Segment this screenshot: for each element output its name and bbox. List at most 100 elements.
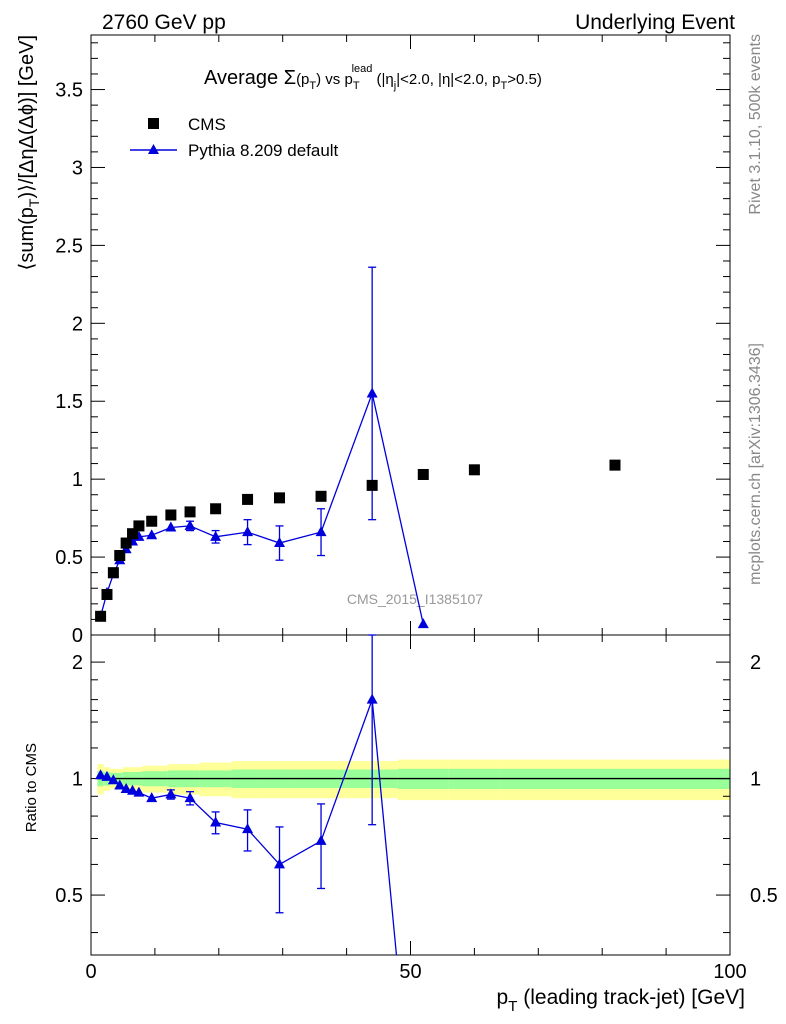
- legend: CMS Pythia 8.209 default: [130, 115, 339, 160]
- x-tick-label: 50: [399, 961, 421, 983]
- y-tick-label: 0: [72, 625, 83, 647]
- header-left: 2760 GeV pp: [102, 11, 226, 34]
- cms-marker: [609, 459, 621, 471]
- pythia-marker: [165, 521, 177, 532]
- y-tick-label: 1: [72, 469, 83, 491]
- cms-marker: [210, 503, 222, 515]
- ratio-marker: [114, 779, 126, 790]
- legend-label-cms: CMS: [188, 115, 226, 134]
- ratio-axis-ticks: 0.5 0.5 1 1 2 2 0 50 100: [55, 635, 778, 983]
- title-part: Σ: [284, 67, 296, 89]
- ratio-marker: [120, 782, 132, 793]
- ratio-marker: [165, 788, 177, 799]
- ratio-marker: [101, 770, 113, 781]
- ratio-marker: [127, 784, 139, 795]
- ratio-marker: [184, 792, 196, 803]
- ratio-y-tick-label-right: 1: [750, 769, 761, 791]
- title-part: T: [309, 80, 316, 92]
- y-axis-label: ⟨sum(pT)⟩/[ΔηΔ(Δϕ)] [GeV]: [16, 35, 42, 270]
- title-part: T: [501, 80, 508, 92]
- ratio-marker: [366, 693, 378, 704]
- analysis-watermark: CMS_2015_I1385107: [347, 591, 483, 607]
- ylabel-part: ⟨sum(p: [16, 207, 38, 270]
- y-tick-label: 2.5: [55, 235, 83, 257]
- cms-marker: [417, 468, 429, 480]
- title-part: >0.5): [507, 71, 542, 88]
- legend-marker-cms: [148, 118, 159, 129]
- y-tick-label: 3: [72, 157, 83, 179]
- pythia-marker: [366, 387, 378, 398]
- pythia-line: [99, 391, 424, 625]
- pythia-marker: [417, 618, 429, 629]
- chart-title: Average Σ(pT) vs pTlead (|ηj|<2.0, |η|<2…: [204, 63, 542, 92]
- pythia-marker: [146, 529, 158, 540]
- rivet-label: Rivet 3.1.10, 500k events: [747, 34, 764, 215]
- title-part: T: [353, 80, 360, 92]
- ratio-data: [95, 634, 398, 956]
- x-tick-label: 0: [85, 961, 96, 983]
- title-part: |<2.0, |η|<2.0, p: [396, 71, 500, 88]
- cms-marker: [315, 490, 327, 502]
- main-data: [95, 266, 621, 629]
- xlabel-part: (leading track-jet) [GeV]: [517, 986, 745, 1009]
- main-axis-ticks: 0 0.5 1 1.5 2 2.5 3 3.5: [55, 35, 731, 647]
- ratio-y-tick-label: 0.5: [55, 885, 83, 907]
- cms-marker: [114, 550, 126, 562]
- cms-marker: [120, 537, 132, 549]
- title-part: (p: [296, 71, 309, 88]
- title-part: (|η: [372, 71, 393, 88]
- title-part: lead: [352, 63, 373, 75]
- title-part: j: [393, 80, 396, 92]
- cms-marker: [127, 528, 139, 540]
- pythia-marker: [315, 526, 327, 537]
- ylabel-part: )⟩/[ΔηΔ(Δϕ)] [GeV]: [16, 35, 38, 199]
- ratio-band-group: [97, 759, 730, 801]
- pythia-marker: [210, 530, 222, 541]
- ylabel-part: T: [26, 198, 42, 207]
- ratio-marker: [315, 834, 327, 845]
- cms-marker: [95, 610, 107, 622]
- y-tick-label: 0.5: [55, 547, 83, 569]
- cms-marker: [468, 464, 480, 476]
- x-tick-label: 100: [713, 961, 746, 983]
- ratio-y-tick-label-right: 2: [750, 652, 761, 674]
- ratio-marker: [242, 823, 254, 834]
- cms-marker: [165, 509, 177, 521]
- cms-marker: [133, 520, 145, 532]
- ratio-y-tick-label: 1: [72, 769, 83, 791]
- ratio-y-tick-label-right: 0.5: [750, 885, 778, 907]
- legend-marker-pythia: [148, 144, 159, 154]
- ratio-marker: [274, 858, 286, 869]
- cms-marker: [107, 567, 119, 579]
- cms-marker: [184, 506, 196, 518]
- ratio-panel: 0.5 0.5 1 1 2 2 0 50 100 Ratio to CMS pT (leadin…: [23, 634, 778, 1015]
- main-frame: [90, 34, 731, 636]
- main-panel: 00.511.522.533.5 Average Σ(pT) vs pTlead…: [16, 34, 731, 647]
- header-right: Underlying Event: [575, 11, 735, 34]
- pythia-marker: [184, 519, 196, 530]
- ratio-y-tick-label: 2: [72, 652, 83, 674]
- ratio-marker: [107, 774, 119, 785]
- y-tick-label: 1.5: [55, 391, 83, 413]
- y-tick-label: 2: [72, 313, 83, 335]
- y-tick-label: 3.5: [55, 80, 83, 102]
- ratio-marker: [210, 816, 222, 827]
- ratio-marker: [95, 769, 107, 780]
- pythia-marker: [274, 537, 286, 548]
- xlabel-part: p: [497, 986, 509, 1009]
- title-part: ) vs p: [316, 71, 353, 88]
- ratio-marker: [133, 786, 145, 797]
- cms-marker: [146, 515, 158, 527]
- cms-marker: [274, 492, 286, 504]
- legend-label-pythia: Pythia 8.209 default: [188, 141, 339, 160]
- ratio-marker: [146, 792, 158, 803]
- cms-marker: [101, 588, 113, 600]
- cms-marker: [242, 493, 254, 505]
- xlabel-part: T: [508, 998, 517, 1015]
- x-axis-label: pT (leading track-jet) [GeV]: [497, 986, 745, 1015]
- ratio-y-label: Ratio to CMS: [23, 743, 40, 832]
- mcplots-label: mcplots.cern.ch [arXiv:1306.3436]: [747, 343, 764, 585]
- cms-marker: [366, 479, 378, 491]
- title-part: Average: [204, 67, 284, 89]
